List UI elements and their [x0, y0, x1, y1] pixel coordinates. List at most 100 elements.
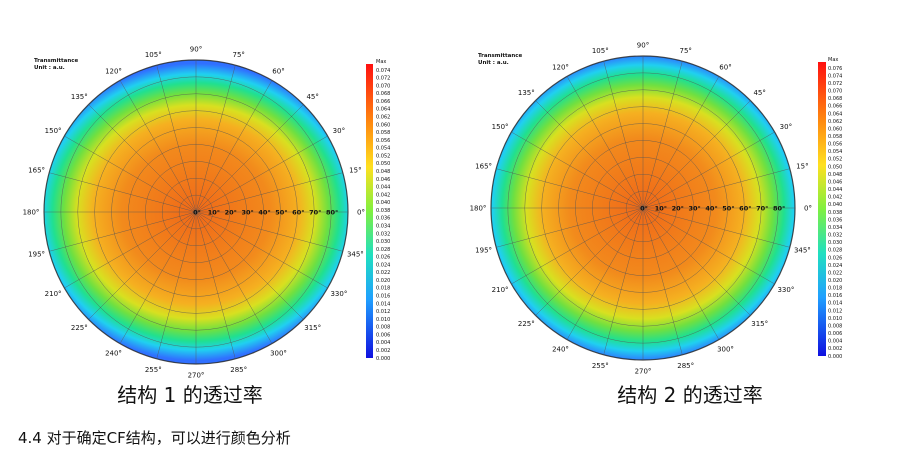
- angle-label: 0°: [357, 209, 365, 217]
- angle-label: 165°: [28, 166, 45, 174]
- caption: 结构 2 的透过率: [617, 383, 762, 407]
- radial-label: 40°: [705, 205, 717, 213]
- colorbar-tick: 0.058: [376, 130, 390, 136]
- colorbar-tick: 0.016: [376, 294, 390, 300]
- colorbar-tick: 0.068: [828, 96, 842, 102]
- angle-label: 105°: [592, 47, 609, 55]
- colorbar-tick: 0.044: [828, 187, 842, 193]
- polar-spoke: [195, 80, 273, 213]
- polar-spoke: [642, 131, 775, 209]
- colorbar-tick: 0.070: [376, 83, 390, 89]
- radial-label: 10°: [208, 209, 220, 217]
- polar-spoke: [603, 61, 644, 209]
- polar-spoke: [642, 76, 720, 209]
- angle-label: 315°: [304, 324, 321, 332]
- polar-spoke: [195, 172, 343, 213]
- polar-spoke: [566, 207, 644, 340]
- polar-spoke: [642, 207, 683, 355]
- angle-label: 45°: [753, 89, 765, 97]
- radial-label: 20°: [225, 209, 237, 217]
- colorbar-tick: 0.060: [376, 122, 390, 128]
- polar-spoke: [195, 211, 328, 289]
- polar-spoke: [195, 211, 304, 320]
- header-title: Transmittance: [34, 58, 79, 64]
- colorbar-tick: 0.006: [828, 331, 842, 337]
- colorbar-tick: 0.072: [828, 81, 842, 87]
- colorbar-tick: 0.020: [376, 278, 390, 284]
- colorbar-tick: 0.032: [828, 233, 842, 239]
- angle-label: 0°: [804, 205, 812, 213]
- colorbar-tick: 0.006: [376, 332, 390, 338]
- colorbar-tick: 0.058: [828, 134, 842, 140]
- colorbar-tick: 0.072: [376, 76, 390, 82]
- colorbar-tick: 0.002: [376, 348, 390, 354]
- angle-label: 90°: [637, 42, 649, 50]
- polar-spoke: [642, 207, 720, 340]
- header-unit: Unit : a.u.: [34, 65, 65, 71]
- colorbar-tick: 0.062: [828, 119, 842, 125]
- polar-spoke: [119, 211, 197, 344]
- colorbar-tick: 0.008: [828, 323, 842, 329]
- polar-spoke: [195, 211, 343, 252]
- colorbar-tick: 0.038: [828, 210, 842, 216]
- radial-label: 30°: [242, 209, 254, 217]
- colorbar-tick: 0.010: [376, 317, 390, 323]
- colorbar-tick: 0.026: [376, 255, 390, 261]
- radial-label: 60°: [739, 205, 751, 213]
- colorbar-tick: 0.050: [828, 164, 842, 170]
- polar-spoke: [566, 76, 644, 209]
- colorbar-tick: 0.004: [376, 340, 390, 346]
- colorbar-tick: 0.054: [828, 149, 842, 155]
- angle-label: 180°: [470, 205, 487, 213]
- colorbar-tick: 0.064: [828, 111, 842, 117]
- colorbar-tick: 0.056: [828, 142, 842, 148]
- colorbar-tick: 0.014: [828, 301, 842, 307]
- radial-label: 60°: [292, 209, 304, 217]
- radial-label: 0°: [193, 209, 201, 217]
- angle-label: 330°: [777, 286, 794, 294]
- colorbar-tick: 0.026: [828, 255, 842, 261]
- colorbar-tick: 0.040: [376, 200, 390, 206]
- colorbar-tick: 0.012: [376, 309, 390, 315]
- radial-label: 30°: [689, 205, 701, 213]
- colorbar-tick: 0.036: [828, 217, 842, 223]
- colorbar-tick: 0.050: [376, 161, 390, 167]
- colorbar-tick: 0.020: [828, 278, 842, 284]
- angle-label: 120°: [105, 67, 122, 75]
- colorbar-tick: 0.038: [376, 208, 390, 214]
- polar-spoke: [535, 207, 644, 316]
- caption: 结构 1 的透过率: [117, 383, 262, 407]
- colorbar-tick: 0.010: [828, 316, 842, 322]
- angle-label: 15°: [349, 166, 361, 174]
- angle-label: 105°: [145, 51, 162, 59]
- colorbar-tick: 0.028: [376, 247, 390, 253]
- angle-label: 225°: [71, 324, 88, 332]
- colorbar-title: Max: [376, 59, 386, 65]
- polar-spoke: [49, 172, 197, 213]
- colorbar-tick: 0.024: [376, 262, 390, 268]
- colorbar-tick: 0.012: [828, 308, 842, 314]
- angle-label: 75°: [679, 47, 691, 55]
- polar-spoke: [496, 168, 644, 209]
- colorbar-tick: 0.018: [828, 286, 842, 292]
- angle-label: 255°: [592, 362, 609, 370]
- polar-spoke: [195, 65, 236, 213]
- colorbar-tick: 0.044: [376, 185, 390, 191]
- header-unit: Unit : a.u.: [478, 60, 509, 66]
- angle-label: 210°: [492, 286, 509, 294]
- colorbar-tick: 0.076: [828, 66, 842, 72]
- radial-label: 70°: [309, 209, 321, 217]
- colorbar: [366, 64, 373, 358]
- polar-spoke: [642, 207, 790, 248]
- angle-label: 285°: [230, 366, 247, 374]
- angle-label: 150°: [45, 127, 62, 135]
- colorbar-tick: 0.024: [828, 263, 842, 269]
- colorbar-tick: 0.074: [376, 68, 390, 74]
- radial-label: 50°: [722, 205, 734, 213]
- angle-label: 300°: [717, 346, 734, 354]
- angle-label: 30°: [333, 127, 345, 135]
- colorbar-tick: 0.036: [376, 216, 390, 222]
- angle-label: 195°: [28, 251, 45, 259]
- angle-label: 135°: [518, 89, 535, 97]
